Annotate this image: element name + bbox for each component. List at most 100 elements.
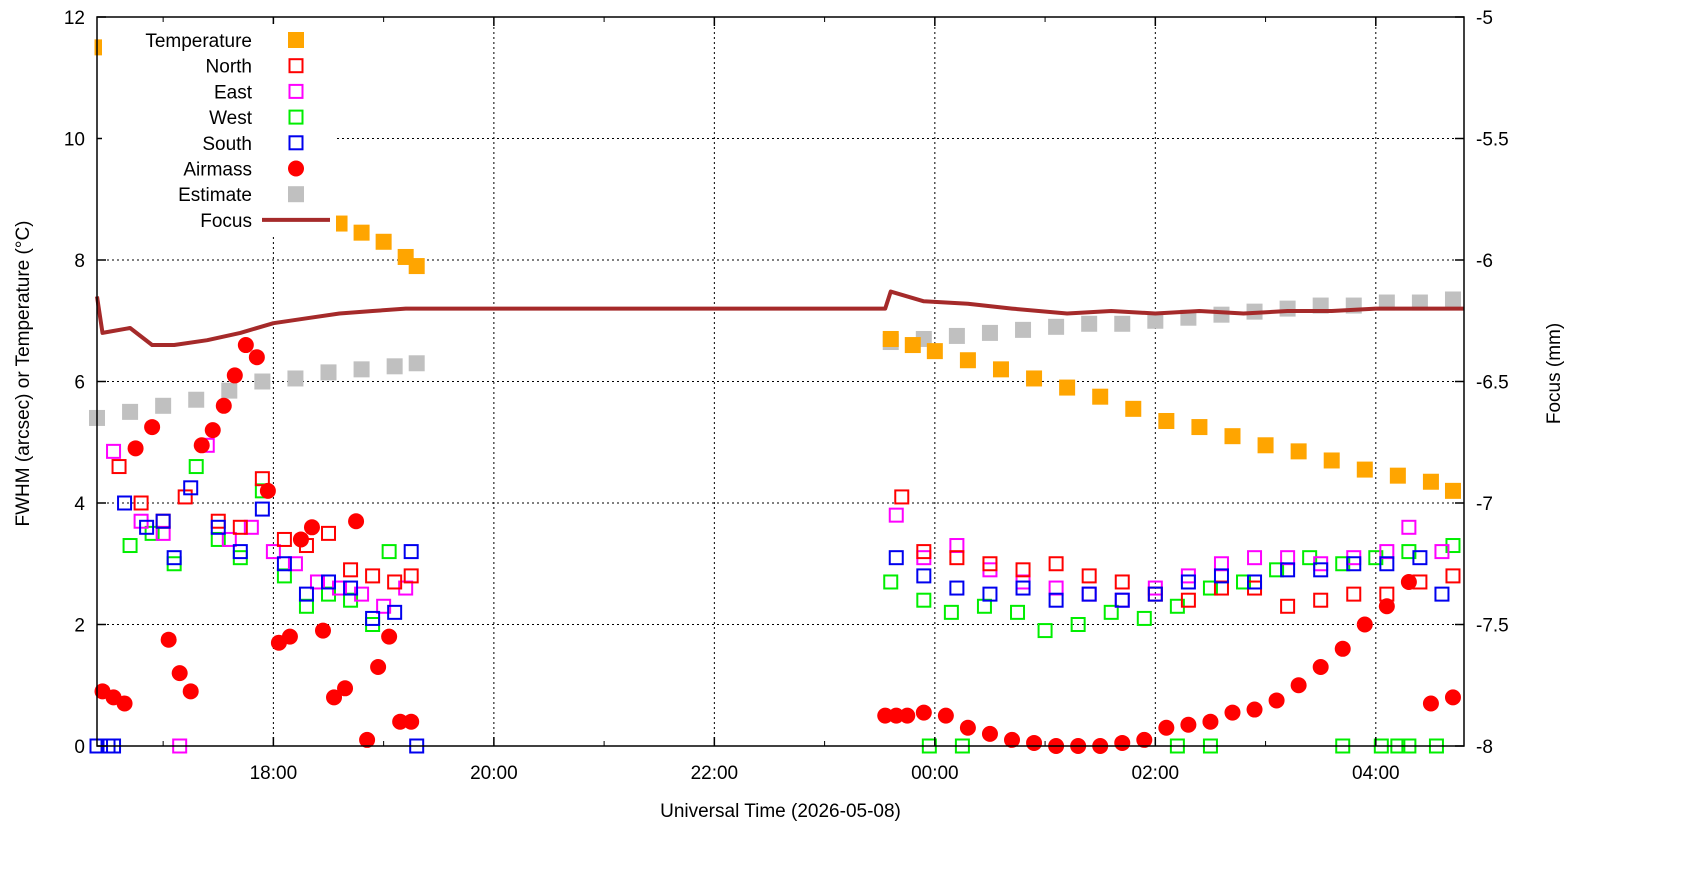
series-north-point — [894, 489, 910, 505]
series-north-point — [365, 568, 381, 584]
series-east-point — [1081, 586, 1097, 602]
legend-label: Focus — [200, 211, 252, 232]
legend-swatch-east — [288, 83, 304, 99]
series-airmass-point — [899, 707, 916, 724]
series-west-point — [1136, 610, 1152, 626]
series-temperature-point — [1158, 412, 1175, 429]
series-airmass-point — [1004, 731, 1021, 748]
series-airmass-point — [1246, 701, 1263, 718]
series-east-point — [1247, 550, 1263, 566]
series-temperature-point — [1026, 370, 1043, 387]
series-airmass-point — [1180, 716, 1197, 733]
series-airmass-point — [116, 695, 133, 712]
series-temperature-point — [926, 343, 943, 360]
series-estimate-point — [1147, 312, 1164, 329]
series-north — [111, 459, 1461, 614]
series-east-point — [309, 574, 325, 590]
series-airmass-point — [314, 622, 331, 639]
series-estimate-point — [254, 373, 271, 390]
series-east — [106, 437, 1450, 754]
y-axis-title: FWHM (arcsec) or Temperature (°C) — [13, 220, 34, 526]
series-temperature-point — [882, 330, 899, 347]
series-south-point — [403, 544, 419, 560]
series-south-point — [1313, 562, 1329, 578]
series-airmass-point — [981, 725, 998, 742]
series-south-point — [1247, 574, 1263, 590]
series-airmass-point — [144, 419, 161, 436]
series-west-point — [276, 568, 292, 584]
y2-tick-label: -7.5 — [1476, 616, 1509, 637]
y2-tick-label: -6.5 — [1476, 373, 1509, 394]
series-estimate-point — [1378, 294, 1395, 311]
series-south-point — [365, 610, 381, 626]
x-tick-label: 04:00 — [1352, 763, 1400, 784]
series-temperature-point — [1389, 467, 1406, 484]
series-east-point — [1280, 550, 1296, 566]
series-estimate-point — [1213, 306, 1230, 323]
series-north-point — [387, 574, 403, 590]
series-west-point — [1037, 623, 1053, 639]
series-airmass-point — [1400, 573, 1417, 590]
series-airmass-point — [1444, 689, 1461, 706]
series-focus — [95, 289, 1464, 347]
legend-swatch-south — [288, 135, 304, 151]
legend-swatch-west — [288, 109, 304, 125]
series-estimate-point — [408, 355, 425, 372]
y-tick-label: 0 — [74, 737, 85, 758]
series-airmass-point — [348, 513, 365, 530]
series-temperature-point — [1224, 428, 1241, 445]
x-tick-label: 18:00 — [250, 763, 298, 784]
series-west-point — [381, 544, 397, 560]
legend-label: Estimate — [178, 185, 252, 206]
series-north-point — [133, 495, 149, 511]
y2-tick-label: -5 — [1476, 8, 1493, 29]
series-estimate-point — [1114, 315, 1131, 332]
series-airmass-point — [403, 713, 420, 730]
series-airmass-point — [915, 704, 932, 721]
series-south-point — [1346, 556, 1362, 572]
series-temperature-point — [1290, 443, 1307, 460]
series-airmass-point — [281, 628, 298, 645]
series-airmass-point — [337, 680, 354, 697]
series-north-point — [1048, 556, 1064, 572]
series-airmass-point — [937, 707, 954, 724]
series-north-point — [1015, 562, 1031, 578]
series-west-point — [943, 604, 959, 620]
series-airmass-point — [392, 713, 409, 730]
series-estimate-point — [221, 382, 238, 399]
series-airmass-point — [1026, 734, 1043, 751]
series-south-point — [888, 550, 904, 566]
series-airmass-point — [1312, 659, 1329, 676]
series-estimate-point — [981, 324, 998, 341]
series-temperature-point — [992, 361, 1009, 378]
series-estimate-point — [1444, 291, 1461, 308]
series-east-point — [243, 519, 259, 535]
series-south-point — [949, 580, 965, 596]
series-airmass-point — [215, 397, 232, 414]
y2-tick-label: -7 — [1476, 494, 1493, 515]
series-south-point — [276, 556, 292, 572]
series-north-point — [111, 459, 127, 475]
tick-layer: 18:00 20:00 22:00 00:00 02:00 04:00 0 2 4 6 8 10 12 -… — [64, 8, 1509, 784]
series-airmass-point — [888, 707, 905, 724]
legend-label: Temperature — [145, 31, 252, 52]
series-airmass-point — [359, 731, 376, 748]
series-north-point — [916, 544, 932, 560]
series-west-point — [122, 538, 138, 554]
series-south-point — [166, 550, 182, 566]
series-south-point — [321, 574, 337, 590]
series-estimate-point — [353, 361, 370, 378]
series-south-point — [139, 519, 155, 535]
y-tick-label: 6 — [74, 373, 85, 394]
series-airmass-point — [1334, 640, 1351, 657]
series-west-point — [916, 592, 932, 608]
series-airmass-point — [326, 689, 343, 706]
series-east-point — [949, 538, 965, 554]
series-north-point — [1114, 574, 1130, 590]
series-airmass-point — [1290, 677, 1307, 694]
series-north-point — [982, 556, 998, 572]
series-temperature-point — [353, 224, 370, 241]
series-west-point — [1202, 580, 1218, 596]
series-temperature-point — [1191, 419, 1208, 436]
series-south-point — [1180, 574, 1196, 590]
